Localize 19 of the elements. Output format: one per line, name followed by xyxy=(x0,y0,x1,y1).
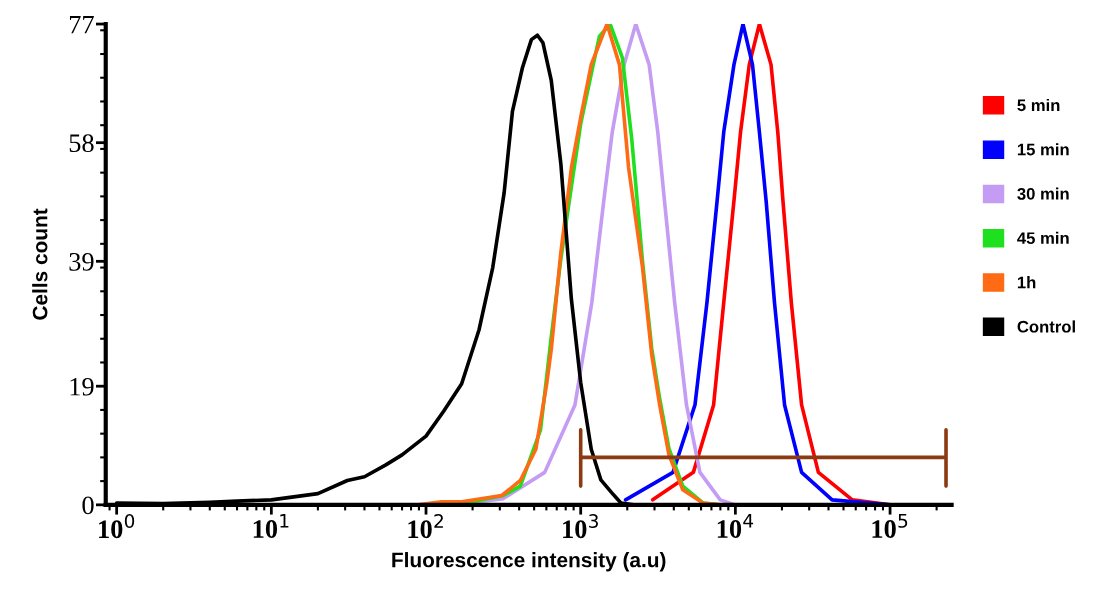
y-tick-label: 58 xyxy=(69,134,94,153)
y-tick-label: 39 xyxy=(69,253,94,271)
x-tick-label: 10$^{3}$ xyxy=(563,514,598,539)
y-tick-label: 19 xyxy=(70,377,94,396)
x-tick-label: 10$^{5}$ xyxy=(872,514,908,538)
legend-label: 30 min xyxy=(1017,187,1069,200)
x-tick-label: 10$^{0}$ xyxy=(99,514,135,539)
legend-label: 5 min xyxy=(1017,98,1060,112)
y-tick-label: 77 xyxy=(69,15,94,34)
y-axis-title: Cells count xyxy=(32,208,48,320)
legend-label: 15 min xyxy=(1017,143,1069,156)
x-axis-title: Fluorescence intensity (a.u) xyxy=(392,552,666,572)
x-tick-label: 10$^{1}$ xyxy=(253,514,289,538)
legend-label: 45 min xyxy=(1017,231,1069,245)
legend-label: 1h xyxy=(1017,276,1036,289)
x-tick-label: 10$^{2}$ xyxy=(408,514,443,539)
y-tick-label: 0 xyxy=(82,496,94,515)
legend-label: Control xyxy=(1017,320,1075,333)
x-tick-label: 10$^{4}$ xyxy=(717,514,754,538)
